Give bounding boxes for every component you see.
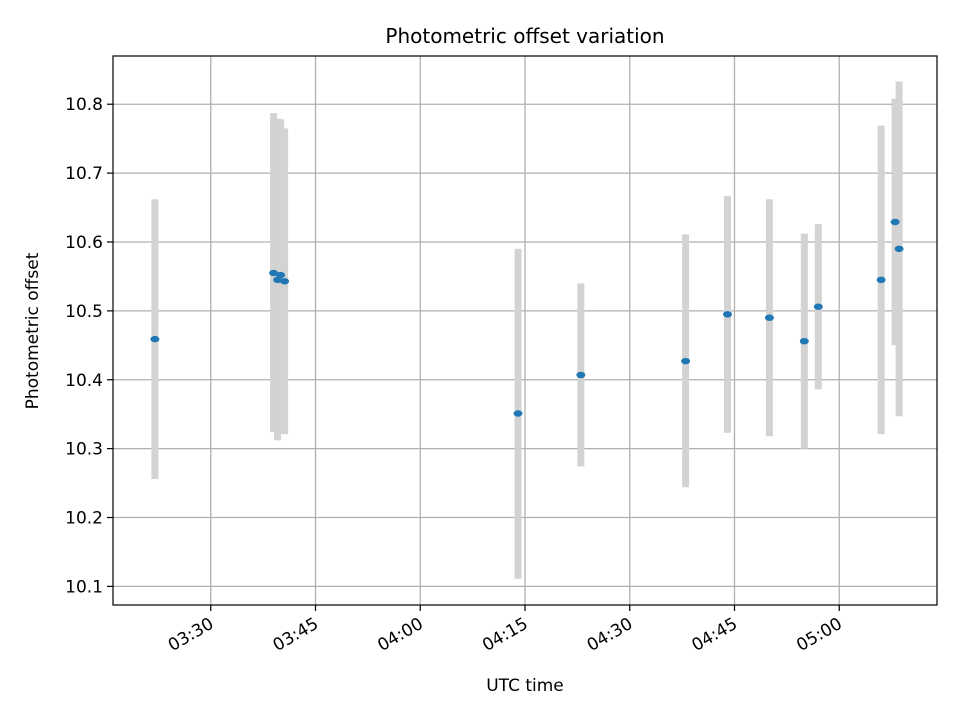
data-points (150, 218, 904, 417)
y-tick-label: 10.6 (65, 233, 103, 253)
data-point (576, 371, 586, 379)
data-point (876, 276, 886, 284)
grid (113, 56, 937, 605)
data-point (150, 335, 160, 343)
y-tick-label: 10.1 (65, 577, 103, 597)
data-point (276, 271, 286, 279)
x-axis-title: UTC time (486, 676, 564, 696)
data-point (723, 311, 733, 318)
chart-title: Photometric offset variation (385, 24, 664, 48)
data-point (513, 410, 523, 417)
y-axis: 10.1 10.2 10.3 10.4 10.5 10.6 10.7 10.8 (65, 95, 113, 597)
y-tick-label: 10.3 (65, 440, 103, 460)
data-point (280, 278, 290, 285)
data-point (681, 357, 691, 365)
y-tick-label: 10.8 (65, 95, 103, 115)
data-point (799, 337, 809, 345)
y-tick-label: 10.5 (65, 302, 103, 322)
y-axis-title: Photometric offset (23, 252, 43, 409)
y-tick-label: 10.2 (65, 509, 103, 529)
data-point (764, 314, 774, 321)
data-point (890, 218, 900, 226)
data-point (269, 269, 279, 277)
y-tick-label: 10.7 (65, 164, 103, 184)
data-point (273, 276, 283, 284)
y-tick-label: 10.4 (65, 371, 103, 391)
data-point (813, 303, 823, 310)
data-point (894, 245, 904, 253)
